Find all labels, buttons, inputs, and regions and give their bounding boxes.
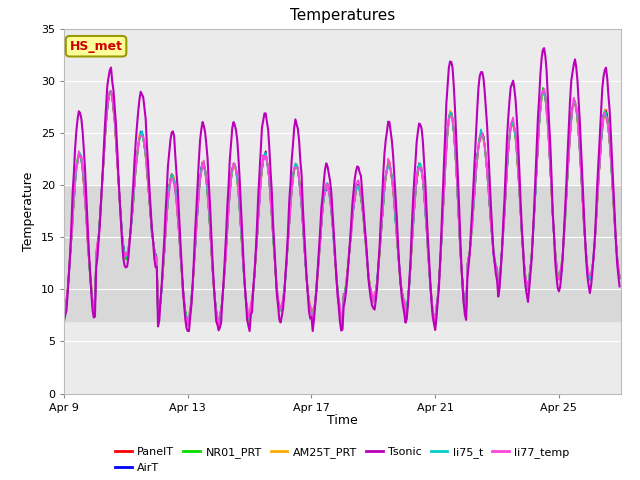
NR01_PRT (153, 257, 161, 263)
li77_temp (60, 306, 68, 312)
Tsonic (60, 318, 68, 324)
PanelT (376, 252, 383, 258)
Bar (64, 185, 621, 321)
AM25T_PRT (215, 318, 223, 324)
li77_temp (540, 86, 548, 92)
Line: NR01_PRT: NR01_PRT (64, 88, 620, 324)
li77_temp (153, 254, 161, 260)
Line: AirT: AirT (64, 92, 620, 321)
NR01_PRT (215, 321, 223, 326)
PanelT (60, 308, 68, 313)
Legend: PanelT, AirT, NR01_PRT, AM25T_PRT, Tsonic, li75_t, li77_temp: PanelT, AirT, NR01_PRT, AM25T_PRT, Tsoni… (111, 443, 574, 478)
Y-axis label: Temperature: Temperature (22, 171, 35, 251)
li77_temp (616, 275, 623, 280)
li75_t (106, 89, 114, 95)
li75_t (609, 198, 617, 204)
AirT (539, 89, 547, 95)
AM25T_PRT (153, 253, 161, 259)
NR01_PRT (122, 257, 130, 263)
AirT (373, 278, 381, 284)
X-axis label: Time: Time (327, 414, 358, 427)
li75_t (616, 272, 623, 278)
PanelT (609, 200, 617, 205)
AirT (431, 318, 439, 324)
li77_temp (609, 196, 617, 202)
NR01_PRT (374, 266, 382, 272)
NR01_PRT (539, 85, 547, 91)
Line: li75_t: li75_t (64, 92, 620, 322)
li77_temp (215, 326, 223, 332)
AirT (153, 258, 161, 264)
Line: li77_temp: li77_temp (64, 89, 620, 329)
AM25T_PRT (60, 306, 68, 312)
li77_temp (122, 252, 130, 258)
AM25T_PRT (609, 199, 617, 205)
PanelT (465, 260, 472, 265)
PanelT (154, 316, 162, 322)
PanelT (124, 253, 131, 259)
Tsonic (122, 264, 130, 270)
li75_t (595, 176, 602, 182)
AM25T_PRT (539, 90, 547, 96)
Tsonic (540, 45, 548, 51)
AirT (595, 174, 602, 180)
Tsonic (616, 284, 623, 289)
Tsonic (374, 264, 382, 269)
AirT (616, 275, 623, 281)
PanelT (106, 89, 114, 95)
li75_t (376, 249, 383, 255)
AM25T_PRT (595, 181, 602, 187)
li75_t (124, 253, 131, 259)
Line: Tsonic: Tsonic (64, 48, 620, 331)
PanelT (184, 320, 191, 326)
li75_t (60, 305, 68, 311)
AirT (609, 195, 617, 201)
PanelT (616, 273, 623, 278)
AM25T_PRT (463, 260, 471, 266)
Tsonic (463, 276, 471, 282)
Tsonic (153, 264, 161, 270)
NR01_PRT (609, 195, 617, 201)
AM25T_PRT (374, 268, 382, 274)
li75_t (465, 257, 472, 263)
AirT (60, 309, 68, 314)
AM25T_PRT (616, 275, 623, 280)
Line: PanelT: PanelT (64, 92, 620, 323)
li75_t (154, 315, 162, 321)
NR01_PRT (463, 264, 471, 270)
AirT (463, 263, 471, 268)
Title: Temperatures: Temperatures (290, 9, 395, 24)
PanelT (595, 178, 602, 183)
NR01_PRT (60, 308, 68, 313)
NR01_PRT (595, 176, 602, 182)
li77_temp (374, 268, 382, 274)
Line: AM25T_PRT: AM25T_PRT (64, 93, 620, 321)
Tsonic (595, 157, 602, 163)
li77_temp (595, 177, 602, 182)
Tsonic (609, 183, 617, 189)
AM25T_PRT (122, 252, 130, 258)
Tsonic (184, 328, 191, 334)
li77_temp (463, 262, 471, 267)
AirT (122, 256, 130, 262)
li75_t (184, 319, 191, 325)
Text: HS_met: HS_met (70, 40, 123, 53)
NR01_PRT (616, 276, 623, 281)
